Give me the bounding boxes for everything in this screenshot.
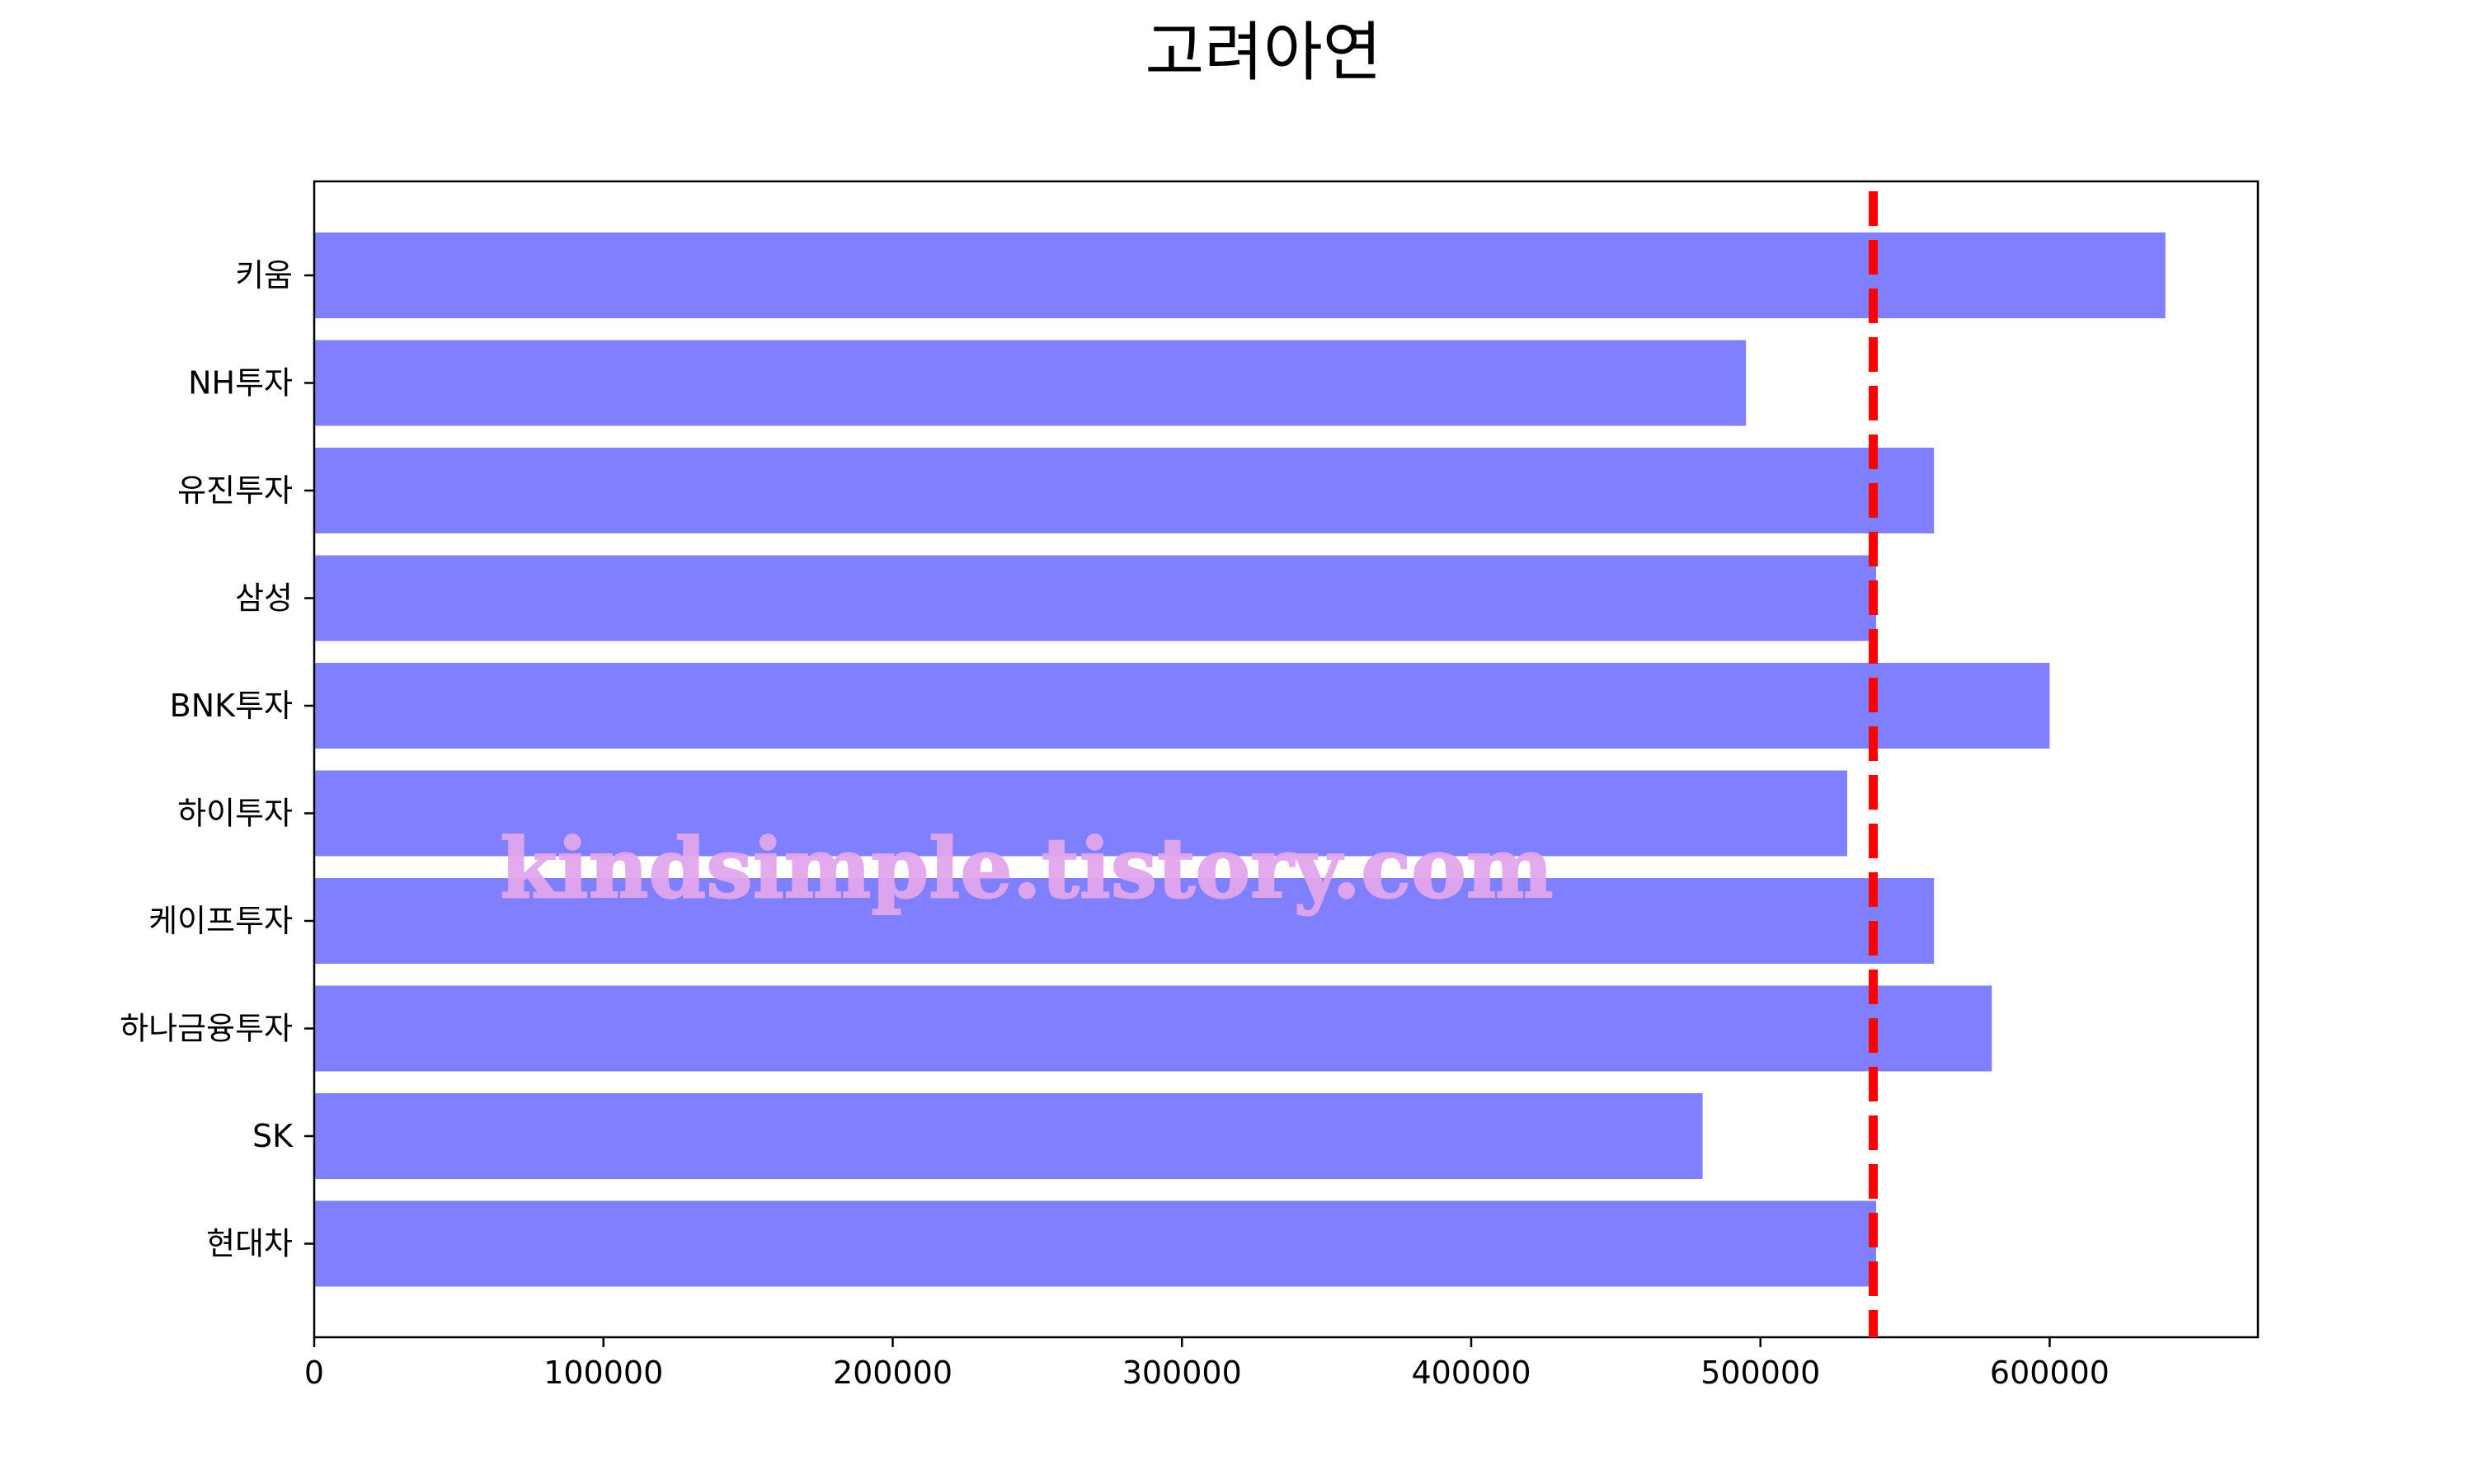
bars-layer: [314, 232, 2166, 1287]
bar: [314, 985, 1992, 1072]
x-tick-label: 0: [304, 1355, 324, 1391]
bar: [314, 555, 1877, 641]
bar: [314, 1200, 1877, 1287]
bar: [314, 232, 2166, 318]
y-tick-label: 하이투자: [177, 796, 293, 832]
bar: [314, 878, 1935, 964]
x-tick-label: 100000: [543, 1355, 663, 1391]
y-tick-label: SK: [252, 1118, 294, 1154]
y-tick-label: BNK투자: [170, 688, 293, 724]
x-tick-label: 400000: [1411, 1355, 1531, 1391]
y-tick-label: NH투자: [188, 365, 293, 402]
y-tick-label: 현대차: [206, 1226, 293, 1262]
x-tick-label: 300000: [1122, 1355, 1242, 1391]
y-tick-label: 삼성: [235, 580, 293, 617]
bar: [314, 663, 2050, 749]
chart-title: 고려아연: [1145, 16, 1381, 90]
x-tick-label: 600000: [1990, 1355, 2109, 1391]
y-tick-label: 키움: [235, 257, 293, 294]
x-tick-label: 500000: [1700, 1355, 1820, 1391]
y-tick-label: 유진투자: [177, 472, 293, 509]
x-tick-label: 200000: [833, 1355, 952, 1391]
bar: [314, 1093, 1703, 1179]
y-tick-label: 하나금융투자: [120, 1011, 293, 1047]
bar: [314, 340, 1747, 426]
watermark-text: kindsimple.tistory.com: [500, 819, 1553, 917]
y-tick-label: 케이프투자: [148, 903, 293, 939]
bar: [314, 770, 1847, 857]
bar: [314, 448, 1935, 533]
plot-frame: [313, 180, 2260, 1339]
